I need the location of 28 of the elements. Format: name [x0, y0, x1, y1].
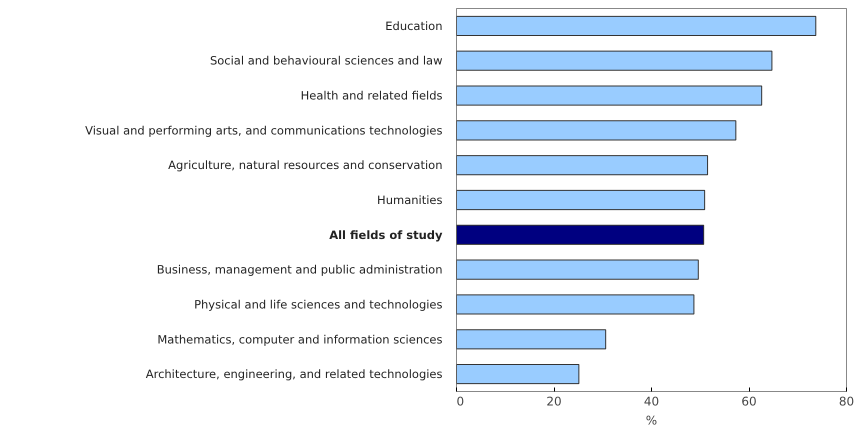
- y-tick-label: Mathematics, computer and information sciences: [157, 332, 443, 346]
- y-tick-label: All fields of study: [329, 228, 444, 242]
- x-axis-title: %: [646, 414, 658, 428]
- y-tick-label: Social and behavioural sciences and law: [210, 54, 442, 68]
- y-tick-label: Education: [385, 18, 443, 33]
- y-tick-label: Humanities: [377, 193, 443, 207]
- bar: [456, 16, 816, 36]
- bar: [456, 85, 762, 106]
- y-tick-label: Business, management and public administration: [156, 262, 443, 277]
- y-tick-label: Physical and life sciences and technologies: [194, 297, 443, 312]
- bar: [456, 224, 704, 245]
- bar: [456, 155, 708, 176]
- x-tick-label: 20: [546, 394, 562, 408]
- y-tick-label: Architecture, engineering, and related technologies: [146, 367, 443, 382]
- bar: [456, 260, 699, 280]
- y-tick-label: Agriculture, natural resources and conservation: [168, 158, 443, 172]
- bar: [456, 294, 694, 315]
- bar: [456, 120, 736, 140]
- bar: [456, 190, 706, 210]
- bar: [456, 50, 772, 71]
- x-tick-label: 60: [741, 394, 757, 408]
- x-tick-label: 80: [838, 394, 854, 408]
- y-tick-label: Visual and performing arts, and communications technologies: [85, 123, 443, 138]
- bar: [456, 329, 606, 350]
- bar: [456, 364, 580, 384]
- x-tick-label: 40: [644, 394, 660, 408]
- y-tick-label: Health and related fields: [300, 88, 443, 103]
- x-tick-label: 0: [456, 394, 464, 408]
